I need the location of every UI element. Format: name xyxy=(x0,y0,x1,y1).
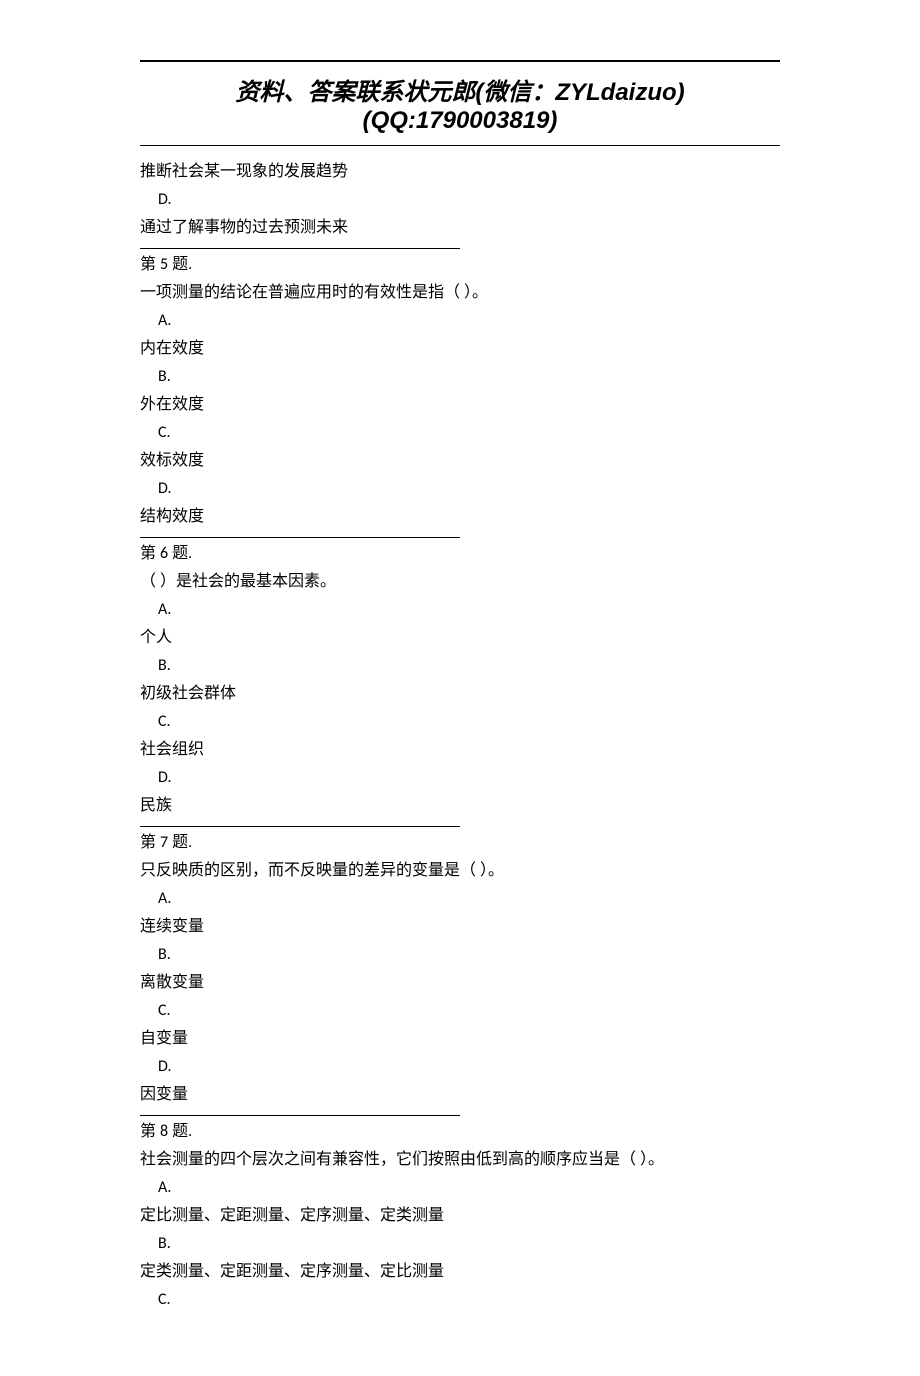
question-7: 第 7 题. 只反映质的区别，而不反映量的差异的变量是（ ）。 A. 连续变量 … xyxy=(140,829,780,1116)
question-prompt: 一项测量的结论在普遍应用时的有效性是指（ ）。 xyxy=(140,279,780,307)
document-page: 资料、答案联系状元郎(微信：ZYLdaizuo)(QQ:1790003819) … xyxy=(0,0,920,1376)
option-letter-d: D. xyxy=(140,1053,780,1081)
question-title: 第 5 题. xyxy=(140,251,780,279)
question-8: 第 8 题. 社会测量的四个层次之间有兼容性，它们按照由低到高的顺序应当是（ ）… xyxy=(140,1118,780,1314)
q-suffix: 题. xyxy=(168,1123,192,1140)
partial-question: 推断社会某一现象的发展趋势 D. 通过了解事物的过去预测未来 xyxy=(140,158,780,249)
option-letter-c: C. xyxy=(140,1286,780,1314)
q-num: 7 xyxy=(160,833,168,852)
option-letter-d: D. xyxy=(140,186,780,214)
option-text: 推断社会某一现象的发展趋势 xyxy=(140,158,780,186)
q-prefix: 第 xyxy=(140,545,160,562)
option-letter-a: A. xyxy=(140,596,780,624)
option-letter-d: D. xyxy=(140,475,780,503)
option-text: 个人 xyxy=(140,624,780,652)
q-num: 6 xyxy=(160,544,168,563)
option-letter-d: D. xyxy=(140,764,780,792)
question-divider xyxy=(140,1115,460,1116)
q-suffix: 题. xyxy=(168,834,192,851)
question-title: 第 6 题. xyxy=(140,540,780,568)
q-prefix: 第 xyxy=(140,834,160,851)
option-letter-c: C. xyxy=(140,419,780,447)
question-divider xyxy=(140,537,460,538)
option-letter-b: B. xyxy=(140,652,780,680)
page-header: 资料、答案联系状元郎(微信：ZYLdaizuo)(QQ:1790003819) xyxy=(140,60,780,146)
option-text: 通过了解事物的过去预测未来 xyxy=(140,214,780,242)
q-num: 5 xyxy=(160,255,168,274)
option-text: 外在效度 xyxy=(140,391,780,419)
question-prompt: 社会测量的四个层次之间有兼容性，它们按照由低到高的顺序应当是（ ）。 xyxy=(140,1146,780,1174)
question-title: 第 7 题. xyxy=(140,829,780,857)
option-text: 连续变量 xyxy=(140,913,780,941)
question-title: 第 8 题. xyxy=(140,1118,780,1146)
option-text: 民族 xyxy=(140,792,780,820)
option-text: 内在效度 xyxy=(140,335,780,363)
option-text: 定比测量、定距测量、定序测量、定类测量 xyxy=(140,1202,780,1230)
option-text: 离散变量 xyxy=(140,969,780,997)
option-text: 效标效度 xyxy=(140,447,780,475)
option-text: 自变量 xyxy=(140,1025,780,1053)
question-divider xyxy=(140,826,460,827)
option-letter-b: B. xyxy=(140,941,780,969)
option-letter-c: C. xyxy=(140,708,780,736)
question-prompt: 只反映质的区别，而不反映量的差异的变量是（ ）。 xyxy=(140,857,780,885)
q-prefix: 第 xyxy=(140,256,160,273)
option-letter-b: B. xyxy=(140,363,780,391)
q-suffix: 题. xyxy=(168,256,192,273)
option-text: 初级社会群体 xyxy=(140,680,780,708)
option-text: 因变量 xyxy=(140,1081,780,1109)
option-letter-a: A. xyxy=(140,1174,780,1202)
option-text: 社会组织 xyxy=(140,736,780,764)
option-letter-b: B. xyxy=(140,1230,780,1258)
option-letter-a: A. xyxy=(140,307,780,335)
question-6: 第 6 题. （ ）是社会的最基本因素。 A. 个人 B. 初级社会群体 C. … xyxy=(140,540,780,827)
q-prefix: 第 xyxy=(140,1123,160,1140)
header-text: 资料、答案联系状元郎(微信：ZYLdaizuo)(QQ:1790003819) xyxy=(235,79,684,134)
option-letter-a: A. xyxy=(140,885,780,913)
option-text: 定类测量、定距测量、定序测量、定比测量 xyxy=(140,1258,780,1286)
q-suffix: 题. xyxy=(168,545,192,562)
question-5: 第 5 题. 一项测量的结论在普遍应用时的有效性是指（ ）。 A. 内在效度 B… xyxy=(140,251,780,538)
question-divider xyxy=(140,248,460,249)
q-num: 8 xyxy=(160,1122,168,1141)
question-prompt: （ ）是社会的最基本因素。 xyxy=(140,568,780,596)
option-letter-c: C. xyxy=(140,997,780,1025)
option-text: 结构效度 xyxy=(140,503,780,531)
